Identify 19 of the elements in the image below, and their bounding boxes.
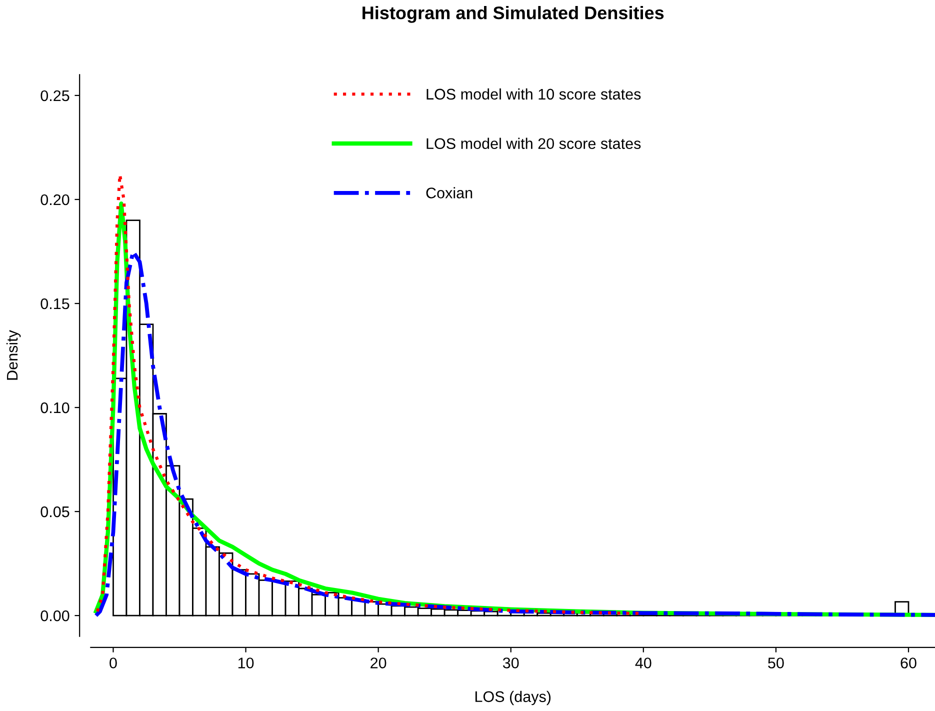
y-axis-title: Density — [6, 330, 21, 380]
y-tick-label: 0.15 — [40, 298, 70, 310]
x-tick-label: 40 — [635, 658, 652, 668]
x-tick-label: 60 — [900, 658, 916, 668]
x-tick-label: 30 — [502, 658, 519, 668]
legend-label: LOS model with 10 score states — [426, 88, 641, 100]
y-tick-label: 0.00 — [40, 610, 70, 622]
y-tick-label: 0.25 — [40, 90, 70, 102]
x-tick-label: 20 — [370, 658, 386, 668]
x-tick-label: 50 — [768, 658, 784, 668]
legend-label: LOS model with 20 score states — [426, 138, 641, 150]
x-tick-label: 0 — [110, 658, 117, 668]
y-tick-label: 0.10 — [40, 402, 70, 414]
legend-label: Coxian — [426, 187, 472, 198]
y-tick-label: 0.20 — [40, 194, 70, 206]
x-tick-label: 10 — [238, 658, 254, 668]
x-axis-title: LOS (days) — [475, 690, 551, 706]
chart-title: Histogram and Simulated Densities — [362, 6, 664, 23]
y-tick-label: 0.05 — [40, 506, 70, 518]
